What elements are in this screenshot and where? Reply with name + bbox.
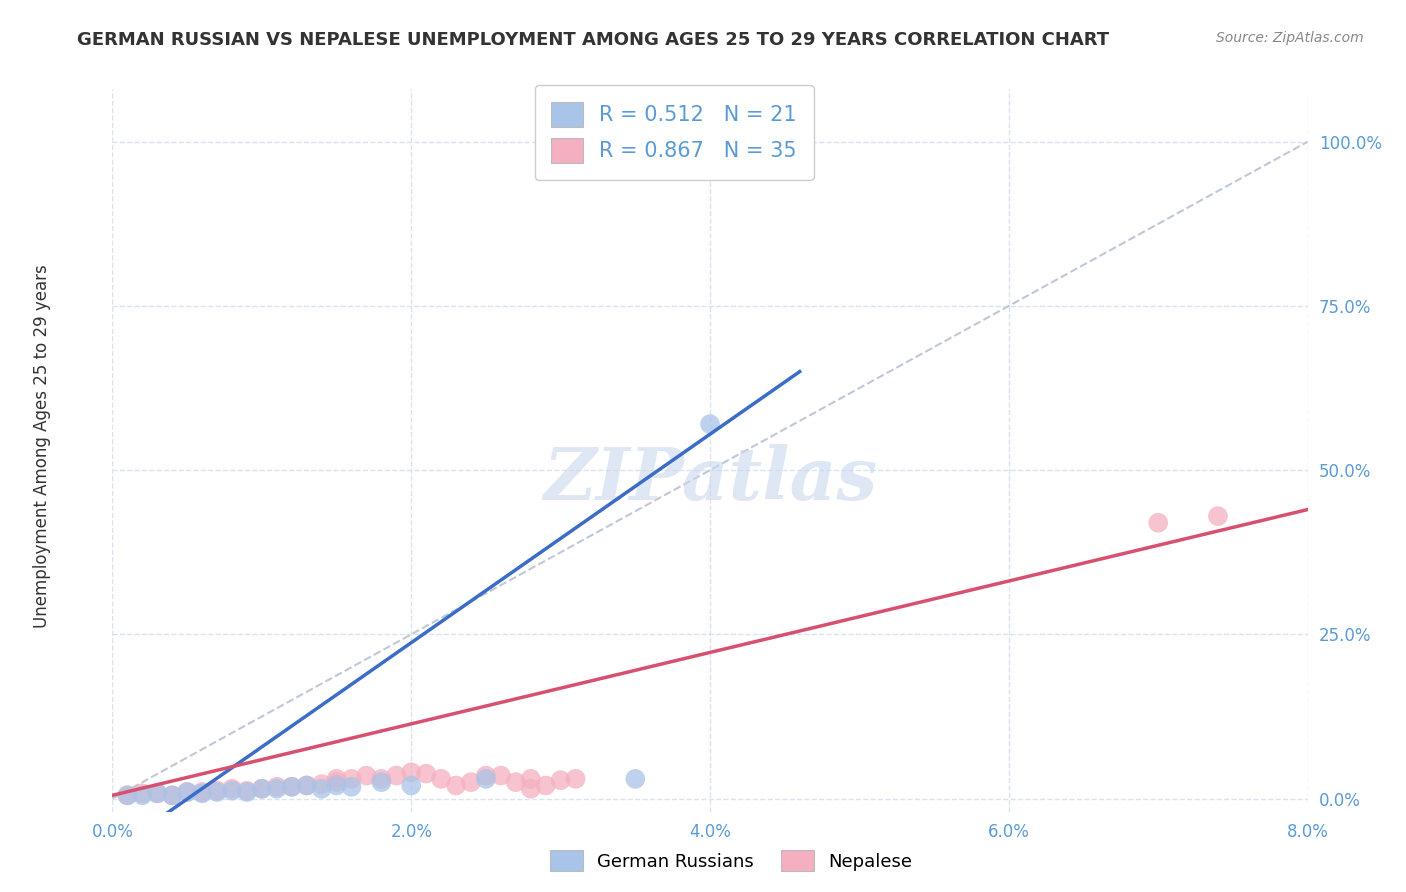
Point (520, 781, 543, 796)
Point (340, 772, 363, 786)
Point (401, 765, 423, 780)
Point (162, 789, 183, 803)
Point (311, 781, 333, 796)
Point (176, 785, 198, 799)
Text: GERMAN RUSSIAN VS NEPALESE UNEMPLOYMENT AMONG AGES 25 TO 29 YEARS CORRELATION CH: GERMAN RUSSIAN VS NEPALESE UNEMPLOYMENT … (77, 31, 1109, 49)
Point (520, 772, 543, 786)
Point (162, 789, 183, 803)
Point (146, 786, 169, 800)
Point (564, 772, 586, 786)
Point (266, 780, 288, 794)
Point (281, 780, 304, 794)
Point (191, 785, 214, 799)
Text: Source: ZipAtlas.com: Source: ZipAtlas.com (1216, 31, 1364, 45)
Point (460, 775, 482, 789)
Point (534, 779, 557, 793)
Point (281, 780, 304, 794)
Point (489, 769, 512, 783)
Point (250, 781, 273, 796)
Point (370, 772, 392, 786)
Point (356, 769, 378, 783)
Point (475, 772, 498, 786)
Point (1206, 509, 1229, 524)
Point (505, 775, 527, 789)
Point (205, 785, 228, 799)
Point (221, 783, 243, 797)
Point (117, 789, 139, 803)
Point (415, 766, 437, 780)
Point (146, 786, 169, 800)
Point (131, 789, 153, 803)
Point (325, 775, 347, 789)
Point (325, 779, 347, 793)
Point (1147, 516, 1170, 530)
Text: ZIPatlas: ZIPatlas (543, 444, 877, 515)
Point (176, 785, 198, 799)
Point (250, 781, 273, 796)
Point (444, 779, 467, 793)
Point (236, 783, 259, 797)
Point (325, 772, 347, 786)
Point (550, 773, 572, 788)
Point (117, 789, 139, 803)
Point (340, 780, 363, 794)
Legend: R = 0.512   N = 21, R = 0.867   N = 35: R = 0.512 N = 21, R = 0.867 N = 35 (534, 85, 814, 180)
Legend: German Russians, Nepalese: German Russians, Nepalese (543, 843, 920, 879)
Point (205, 783, 228, 797)
Point (191, 786, 214, 800)
Point (221, 781, 243, 796)
Point (131, 786, 153, 800)
Point (236, 785, 259, 799)
Point (475, 769, 498, 783)
Point (266, 781, 288, 796)
Point (430, 772, 453, 786)
Point (385, 769, 408, 783)
Point (370, 775, 392, 789)
Point (401, 779, 423, 793)
Point (295, 779, 318, 793)
Text: Unemployment Among Ages 25 to 29 years: Unemployment Among Ages 25 to 29 years (34, 264, 51, 628)
Point (295, 779, 318, 793)
Point (699, 417, 721, 432)
Point (311, 777, 333, 791)
Point (624, 772, 647, 786)
